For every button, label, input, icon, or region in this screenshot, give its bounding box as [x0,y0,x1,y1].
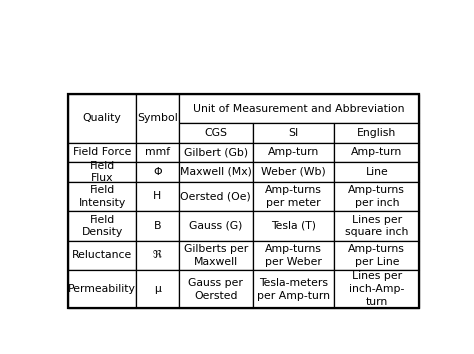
Bar [136,270,179,308]
Text: Tesla-meters
per Amp-turn: Tesla-meters per Amp-turn [257,278,330,301]
Bar [334,143,419,162]
Bar [253,182,334,211]
Text: Lines per
square inch: Lines per square inch [345,215,409,237]
Bar [136,143,179,162]
Text: Φ: Φ [153,167,162,177]
Text: Gilbert (Gb): Gilbert (Gb) [184,147,248,157]
Text: H: H [153,192,161,201]
Bar [179,182,253,211]
Bar [68,94,419,308]
Text: Amp-turns
per inch: Amp-turns per inch [348,185,405,208]
Text: English: English [357,128,396,138]
Text: Field
Density: Field Density [82,215,123,237]
Bar [68,241,136,270]
Text: Line: Line [365,167,388,177]
Bar [179,123,253,143]
Bar [179,241,253,270]
Text: Gauss per
Oersted: Gauss per Oersted [188,278,243,301]
Bar [179,94,419,123]
Text: Field
Intensity: Field Intensity [79,185,126,208]
Text: Oersted (Oe): Oersted (Oe) [181,192,251,201]
Text: Quality: Quality [83,113,121,124]
Text: Gilberts per
Maxwell: Gilberts per Maxwell [183,244,248,267]
Bar [179,162,253,182]
Bar [68,162,136,182]
Text: Field
Flux: Field Flux [90,161,115,183]
Text: SI: SI [289,128,299,138]
Text: Tesla (T): Tesla (T) [271,221,316,231]
Text: Unit of Measurement and Abbreviation: Unit of Measurement and Abbreviation [193,104,405,114]
Text: Symbol: Symbol [137,113,178,124]
Bar [253,123,334,143]
Text: Gauss (G): Gauss (G) [189,221,243,231]
Bar [68,182,136,211]
Bar [136,211,179,241]
Text: μ: μ [154,284,161,294]
Bar [334,241,419,270]
Bar [253,143,334,162]
Bar [253,162,334,182]
Text: Amp-turns
per Weber: Amp-turns per Weber [265,244,322,267]
Text: B: B [154,221,161,231]
Bar [253,270,334,308]
Bar [136,182,179,211]
Bar [68,94,136,143]
Bar [253,211,334,241]
Bar [179,270,253,308]
Bar [334,123,419,143]
Text: Amp-turns
per meter: Amp-turns per meter [265,185,322,208]
Bar [179,211,253,241]
Bar [136,94,179,143]
Text: ℜ: ℜ [153,250,162,260]
Bar [334,270,419,308]
Text: CGS: CGS [204,128,227,138]
Bar [179,143,253,162]
Text: Maxwell (Mx): Maxwell (Mx) [180,167,252,177]
Bar [68,143,136,162]
Text: Permeability: Permeability [68,284,136,294]
Text: Amp-turn: Amp-turn [268,147,319,157]
Text: Amp-turn: Amp-turn [351,147,402,157]
Bar [136,241,179,270]
Bar [334,162,419,182]
Text: Lines per
inch-Amp-
turn: Lines per inch-Amp- turn [349,272,404,307]
Bar [334,211,419,241]
Text: Amp-turns
per Line: Amp-turns per Line [348,244,405,267]
Bar [136,162,179,182]
Bar [68,270,136,308]
Bar [334,182,419,211]
Text: mmf: mmf [145,147,170,157]
Text: Reluctance: Reluctance [72,250,132,260]
Bar [68,211,136,241]
Text: Field Force: Field Force [73,147,131,157]
Text: Weber (Wb): Weber (Wb) [261,167,326,177]
Bar [253,241,334,270]
